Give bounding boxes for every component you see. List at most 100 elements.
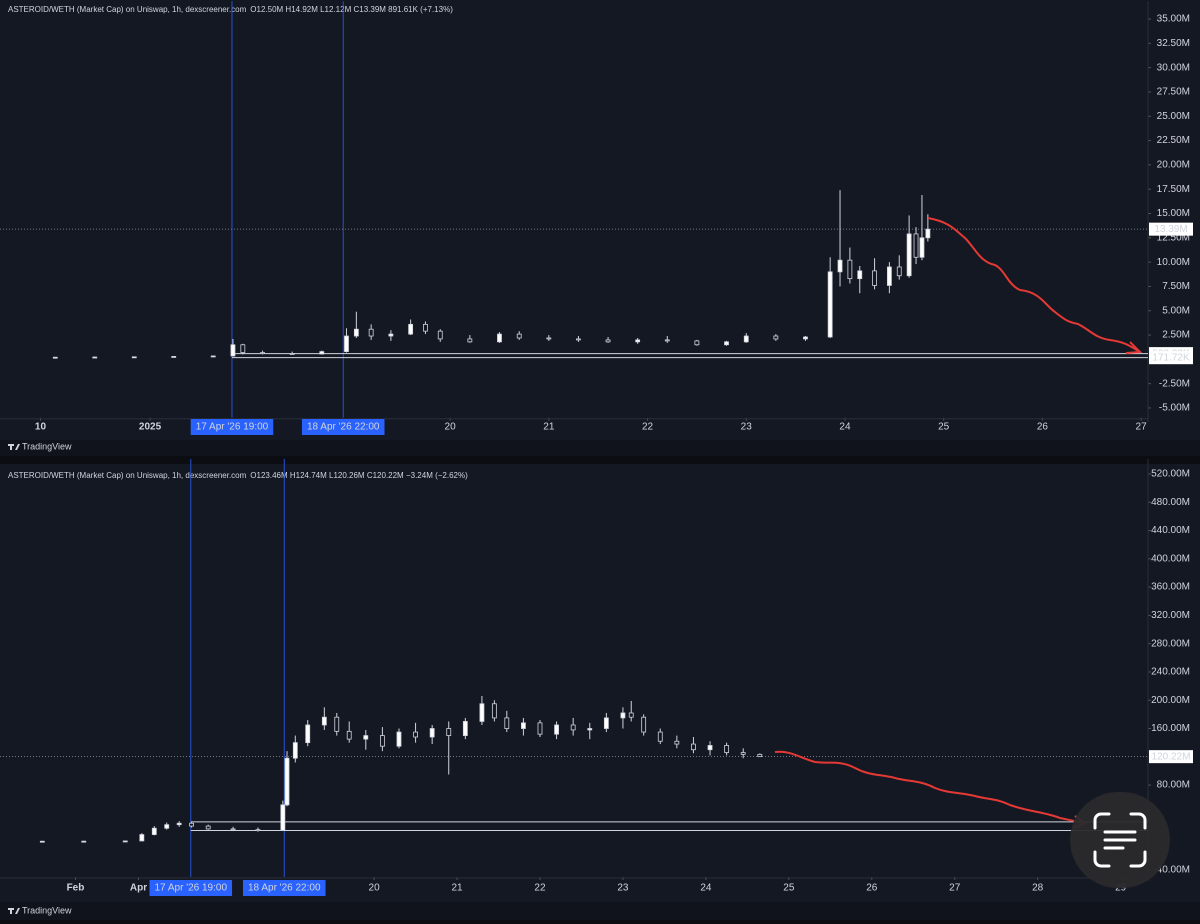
candle-body (641, 716, 647, 733)
arrowhead (1125, 341, 1143, 354)
marker-label-box (190, 419, 274, 435)
candle-body (886, 266, 892, 286)
y-tick-label: 320.00M (1151, 610, 1190, 621)
candle-body (587, 728, 593, 731)
panel (0, 0, 1200, 440)
x-tick-label: 23 (617, 883, 629, 894)
candle-body (81, 840, 87, 843)
candle-body (92, 356, 98, 359)
candle-body (289, 353, 295, 355)
brand-logo (8, 444, 20, 450)
chart-header: ASTEROID/WETH (Market Cap) on Uniswap, 1… (8, 471, 468, 480)
candle-body (913, 233, 919, 258)
y-tick-label: 35.00M (1157, 14, 1190, 25)
candle-body (240, 344, 246, 353)
candle-body (743, 335, 749, 343)
candle-body (429, 728, 435, 738)
marker-label: 17 Apr '26 19:00 (155, 883, 228, 894)
candle-body (872, 270, 877, 286)
candle-body (497, 333, 502, 343)
candle-body (827, 271, 833, 338)
y-tick-label: 10.00M (1157, 257, 1190, 268)
candle-body (305, 724, 311, 744)
ohlc-values: O12.50M H14.92M L12.12M C13.39M 891.61K … (250, 5, 453, 14)
marker-label-box (149, 880, 233, 896)
scan-button[interactable] (1070, 792, 1170, 888)
y-tick-label: 7.50M (1162, 281, 1190, 292)
y-tick-label: 480.00M (1151, 497, 1190, 508)
candle-body (379, 735, 385, 747)
candle-body (139, 834, 145, 842)
candle-body (255, 829, 261, 832)
x-tick-label: 25 (783, 883, 795, 894)
x-tick-label: Feb (67, 883, 85, 894)
candle-body (230, 828, 236, 831)
marker-label: 17 Apr '26 19:00 (196, 422, 269, 433)
x-tick-label: 28 (1032, 883, 1044, 894)
x-tick-label: 10 (35, 422, 47, 433)
price-label-box (1149, 351, 1193, 365)
x-tick-label: 26 (866, 883, 878, 894)
candle-body (857, 270, 863, 280)
candle-body (906, 233, 912, 277)
annotation-arrow (927, 217, 1141, 353)
candle-body (467, 338, 473, 343)
candle-body (171, 356, 177, 358)
ohlc-values: O123.46M H124.74M L120.26M C120.22M −3.2… (250, 471, 468, 480)
x-tick-label: 26 (1037, 422, 1049, 433)
candle-body (284, 757, 290, 806)
candle-body (576, 338, 581, 341)
candle-body (353, 328, 359, 337)
y-tick-label: 440.00M (1151, 525, 1190, 536)
price-label-box (1149, 222, 1193, 236)
candle-body (628, 712, 634, 718)
candle-body (896, 266, 902, 277)
x-tick-label: 2025 (139, 422, 162, 433)
x-tick-label: 27 (949, 883, 961, 894)
candle-body (334, 716, 340, 732)
candle-body (724, 341, 729, 346)
candle-body (546, 337, 552, 340)
scan-icon[interactable] (1093, 812, 1147, 868)
chart-header: ASTEROID/WETH (Market Cap) on Uniswap, 1… (8, 5, 453, 14)
annotation-arrow (774, 750, 1086, 824)
y-tick-label: -40.00M (1153, 865, 1190, 876)
y-tick-label: -2.50M (1159, 378, 1190, 389)
candle-body (707, 745, 713, 751)
brand-name: TradingView (22, 441, 72, 451)
x-tick-label: 24 (839, 422, 851, 433)
y-tick-label: 240.00M (1151, 667, 1190, 678)
candle-body (521, 722, 526, 729)
candle-body (516, 333, 522, 339)
candle-body (176, 822, 182, 826)
price-label: 171.72K (1152, 352, 1190, 363)
y-tick-label: 17.50M (1157, 184, 1190, 195)
candle-body (757, 753, 763, 758)
y-tick-label: 200.00M (1151, 695, 1190, 706)
candle-body (39, 840, 45, 843)
candle-body (368, 328, 374, 337)
x-tick-label: 23 (741, 422, 753, 433)
candle-body (52, 356, 58, 359)
y-tick-label: 22.50M (1157, 135, 1190, 146)
candle-body (620, 712, 626, 719)
candle-body (122, 840, 128, 843)
candle-body (363, 735, 369, 740)
marker-label: 18 Apr '26 22:00 (307, 422, 380, 433)
y-tick-label: 5.00M (1162, 305, 1190, 316)
candle-body (446, 728, 452, 736)
candle-body (635, 339, 641, 343)
candle-body (724, 745, 730, 753)
y-tick-label: 2.50M (1162, 330, 1190, 341)
y-tick-label: -5.00M (1159, 403, 1190, 414)
candle-body (151, 827, 157, 835)
candle-body (740, 752, 746, 755)
x-tick-label: 22 (642, 422, 654, 433)
y-tick-label: 360.00M (1151, 582, 1190, 593)
brand-logo (8, 908, 20, 914)
y-tick-label: 12.50M (1157, 232, 1190, 243)
x-tick-label: 20 (369, 883, 381, 894)
candle-body (603, 717, 609, 729)
candle-body (230, 344, 236, 357)
